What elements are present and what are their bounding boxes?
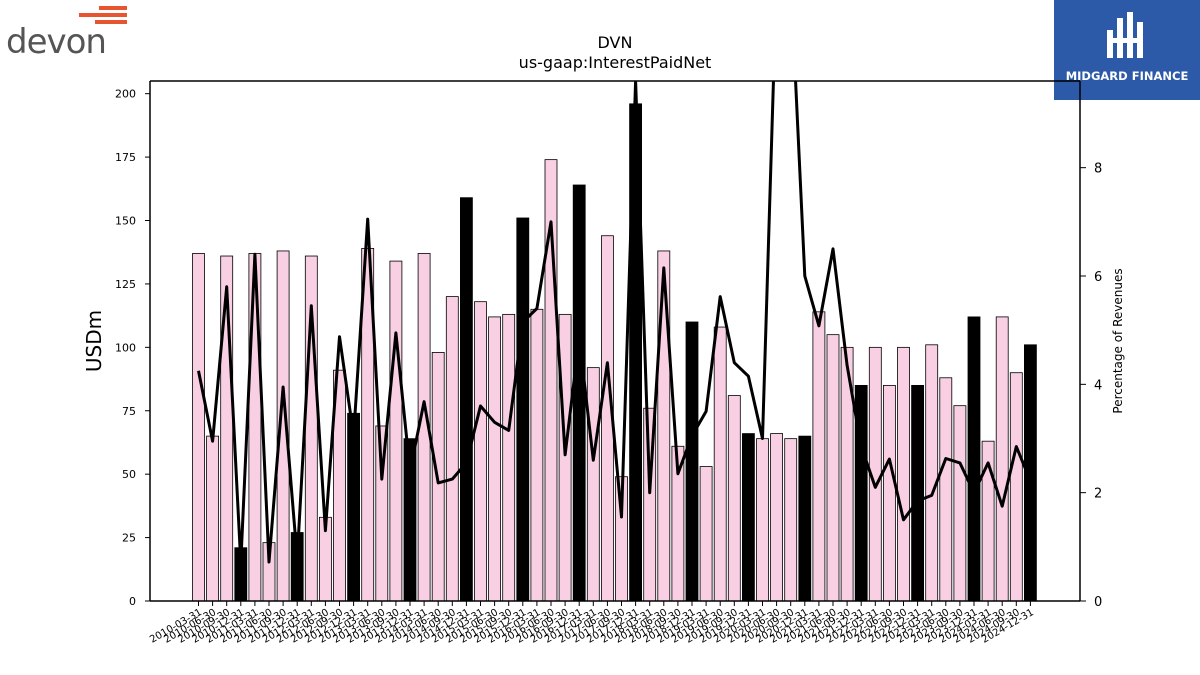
bar (474, 301, 487, 602)
bar (784, 438, 798, 602)
bar (925, 344, 939, 602)
plot-area: 0255075100125150175200024682010-03-31201… (115, 80, 1102, 646)
y2-tick-label: 4 (1094, 378, 1102, 393)
y2-axis-label: Percentage of Revenues (1111, 268, 1125, 413)
chart-subtitle: us-gaap:InterestPaidNet (519, 53, 712, 72)
bar (1009, 372, 1023, 602)
bar (445, 296, 459, 602)
bar (995, 316, 1009, 602)
y-tick-label: 50 (122, 468, 136, 481)
bar (389, 260, 403, 602)
y2-tick-label: 8 (1094, 162, 1102, 177)
bar (685, 321, 699, 602)
bar (967, 316, 981, 602)
devon-bar-3 (95, 20, 127, 24)
bar (586, 367, 600, 602)
bar (699, 466, 713, 602)
bar (488, 316, 502, 602)
midgard-finance-logo: MIDGARD FINANCE (1054, 0, 1200, 100)
y-tick-label: 75 (122, 405, 136, 418)
bar (502, 313, 516, 602)
y2-tick-label: 0 (1094, 595, 1102, 610)
bar (206, 435, 220, 602)
y-axis-label: USDm (82, 310, 106, 372)
y2-tick-label: 6 (1094, 270, 1102, 285)
bar (756, 438, 769, 602)
bar (770, 433, 783, 602)
devon-bar-1 (99, 6, 127, 10)
bar (530, 308, 544, 602)
devon-bar-2 (79, 13, 127, 17)
midgard-wordmark: MIDGARD FINANCE (1065, 69, 1189, 83)
bar (572, 184, 586, 602)
midgard-emblem-icon (1107, 12, 1143, 58)
bar (657, 250, 671, 602)
bar (459, 197, 473, 602)
bar (347, 412, 361, 602)
bar (812, 311, 826, 602)
bar (911, 384, 924, 602)
y-tick-label: 0 (129, 595, 136, 608)
y-tick-label: 25 (122, 532, 136, 545)
bar (516, 217, 530, 602)
bar (727, 395, 741, 602)
bar (883, 384, 896, 602)
series-line-percentage-of-revenues (197, 81, 1032, 565)
bar (248, 253, 262, 602)
y-tick-label: 100 (115, 341, 136, 354)
y-tick-label: 150 (115, 215, 136, 228)
y-tick-label: 175 (115, 151, 136, 164)
bar (826, 334, 840, 602)
chart-title: DVN (598, 33, 633, 52)
bar (742, 433, 755, 602)
bar (192, 253, 205, 602)
y2-tick-label: 2 (1094, 487, 1102, 502)
bar (939, 377, 953, 602)
devon-wordmark: devon (6, 22, 107, 62)
bar (558, 313, 572, 602)
y-tick-label: 125 (115, 278, 136, 291)
devon-logo-bars (79, 6, 127, 24)
bar (953, 405, 967, 602)
devon-logo: devon (4, 4, 128, 64)
bar (897, 346, 910, 602)
y-tick-label: 200 (115, 88, 136, 101)
bar (713, 326, 727, 602)
bar (798, 435, 812, 602)
